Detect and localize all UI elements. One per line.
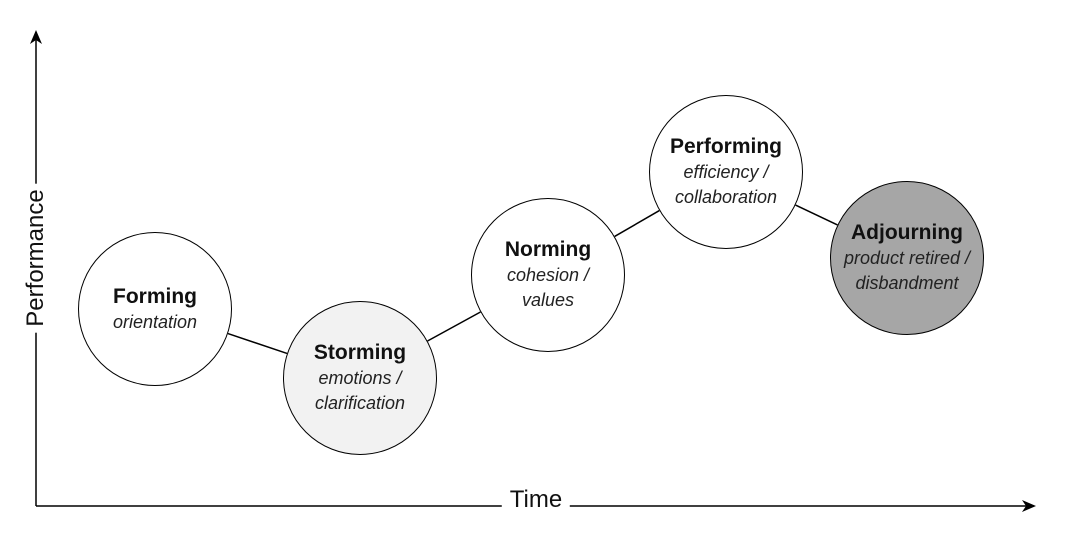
stage-norming: Norming cohesion / values (471, 198, 625, 352)
connector-3-4 (614, 209, 660, 238)
stage-description-line: collaboration (674, 187, 778, 207)
stage-name: Norming (504, 238, 592, 261)
stage-description-line: disbandment (855, 273, 959, 293)
connector-2-3 (427, 311, 481, 342)
connector-4-5 (795, 204, 838, 226)
stage-description-line: orientation (112, 311, 198, 332)
stage-performing: Performing efficiency / collaboration (649, 95, 803, 249)
stage-name: Storming (313, 341, 407, 364)
connector-1-2 (227, 332, 288, 355)
stage-adjourning: Adjourning product retired / disbandment (830, 181, 984, 335)
stage-description-line: clarification (314, 393, 406, 413)
stage-forming: Forming orientation (78, 232, 232, 386)
stage-storming: Storming emotions / clarification (283, 301, 437, 455)
stage-name: Forming (113, 284, 197, 308)
stage-name: Performing (669, 135, 782, 158)
x-axis-label: Time (501, 486, 571, 514)
stage-description-line: emotions / (318, 368, 402, 388)
stage-description-line: cohesion / (506, 265, 590, 285)
stage-description-line: product retired / (843, 248, 971, 268)
stage-name: Adjourning (851, 221, 963, 244)
y-axis-label: Performance (22, 183, 50, 333)
stage-description-line: values (521, 290, 575, 310)
stage-connectors (227, 204, 838, 355)
stage-description-line: efficiency / (683, 162, 769, 182)
